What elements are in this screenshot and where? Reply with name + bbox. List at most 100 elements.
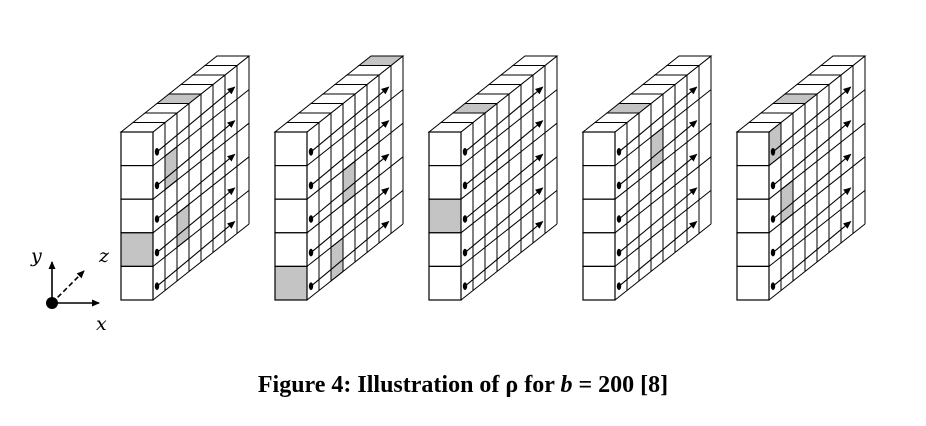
grid-line	[614, 156, 712, 234]
lane-dot	[154, 181, 160, 190]
lane-dot	[616, 248, 622, 257]
front-cell	[582, 265, 616, 301]
lane-arrow	[464, 187, 544, 254]
axis-origin	[46, 297, 58, 309]
lane-dot	[154, 248, 160, 257]
shaded-front-cell	[274, 265, 308, 301]
grid-line	[306, 190, 404, 267]
grid-line	[152, 156, 250, 234]
lane-dot	[154, 148, 160, 156]
grid-line	[460, 156, 558, 234]
front-cell	[736, 198, 770, 234]
top-cell	[511, 55, 559, 66]
front-cell	[736, 265, 770, 301]
lane-arrow	[618, 86, 698, 153]
front-cell	[274, 198, 308, 234]
lane-dot	[770, 181, 776, 190]
lane-arrow	[464, 120, 544, 186]
grid-line	[306, 89, 404, 166]
grid-line	[152, 223, 250, 301]
front-cell	[582, 232, 616, 268]
lane-arrow	[310, 86, 390, 153]
grid-line	[768, 190, 866, 267]
grid-line	[460, 122, 558, 200]
lane-block	[581, 55, 713, 301]
lane-arrow	[772, 120, 852, 186]
lane-dot	[462, 181, 468, 190]
grid-line	[768, 89, 866, 166]
lane-block-diagram: y z x	[30, 55, 867, 335]
front-cell	[428, 165, 462, 200]
figure-caption: Figure 4: Illustration of ρ for b = 200 …	[0, 372, 926, 399]
lane-arrow	[310, 220, 390, 287]
front-cell	[736, 232, 770, 268]
shaded-front-cell	[428, 198, 462, 234]
front-cell	[736, 131, 770, 167]
grid-line	[614, 190, 712, 267]
front-cell	[428, 131, 462, 167]
lane-arrow	[772, 86, 852, 153]
lane-dot	[770, 148, 776, 156]
lane-arrow	[156, 220, 236, 287]
grid-line	[768, 223, 866, 301]
grid-line	[306, 223, 404, 301]
lane-arrow	[618, 187, 698, 254]
lane-arrow	[156, 86, 236, 153]
lane-arrow	[618, 220, 698, 287]
lane-arrow	[464, 86, 544, 153]
y-axis-label: y	[30, 245, 42, 267]
z-axis-arrow	[51, 270, 85, 304]
grid-line	[152, 190, 250, 267]
front-cell	[274, 232, 308, 268]
lane-block	[735, 55, 867, 301]
lane-arrow	[618, 153, 698, 220]
lane-block	[427, 55, 559, 301]
front-cell	[736, 165, 770, 200]
grid-line	[614, 122, 712, 200]
front-cell	[120, 165, 154, 200]
front-cell	[428, 265, 462, 301]
lane-arrow	[156, 187, 236, 254]
front-cell	[120, 131, 154, 167]
lane-dot	[308, 248, 314, 257]
lane-dot	[616, 282, 622, 291]
grid-line	[152, 89, 250, 166]
grid-line	[460, 190, 558, 267]
shaded-front-cell	[120, 232, 154, 268]
lane-dot	[308, 148, 314, 156]
front-cell	[582, 198, 616, 234]
lane-arrow	[310, 153, 390, 220]
x-axis-label: x	[96, 313, 107, 335]
z-axis-label: z	[98, 245, 110, 267]
lane-dot	[616, 215, 622, 223]
front-cell	[274, 165, 308, 200]
front-cell	[120, 265, 154, 301]
lane-dot	[616, 148, 622, 156]
grid-line	[152, 122, 250, 200]
grid-line	[614, 223, 712, 301]
lane-dot	[308, 215, 314, 223]
top-cell	[203, 55, 251, 66]
front-cell	[428, 232, 462, 268]
grid-line	[460, 223, 558, 301]
front-cell	[120, 198, 154, 234]
lane-dot	[462, 248, 468, 257]
caption-suffix: = 200 [8]	[572, 372, 669, 398]
lane-dot	[616, 181, 622, 190]
lane-arrow	[310, 187, 390, 254]
grid-line	[460, 89, 558, 166]
top-cell	[665, 55, 713, 66]
front-cell	[274, 131, 308, 167]
top-cell	[819, 55, 867, 66]
lane-arrow	[772, 187, 852, 254]
lane-arrow	[156, 153, 236, 220]
lane-dot	[770, 215, 776, 223]
lane-dot	[154, 215, 160, 223]
lane-block	[273, 55, 405, 301]
lane-dot	[154, 282, 160, 291]
lane-arrow	[310, 120, 390, 186]
lane-dot	[308, 282, 314, 291]
lane-dot	[770, 282, 776, 291]
caption-prefix: Figure 4: Illustration of ρ for	[257, 372, 561, 398]
lane-dot	[308, 181, 314, 190]
